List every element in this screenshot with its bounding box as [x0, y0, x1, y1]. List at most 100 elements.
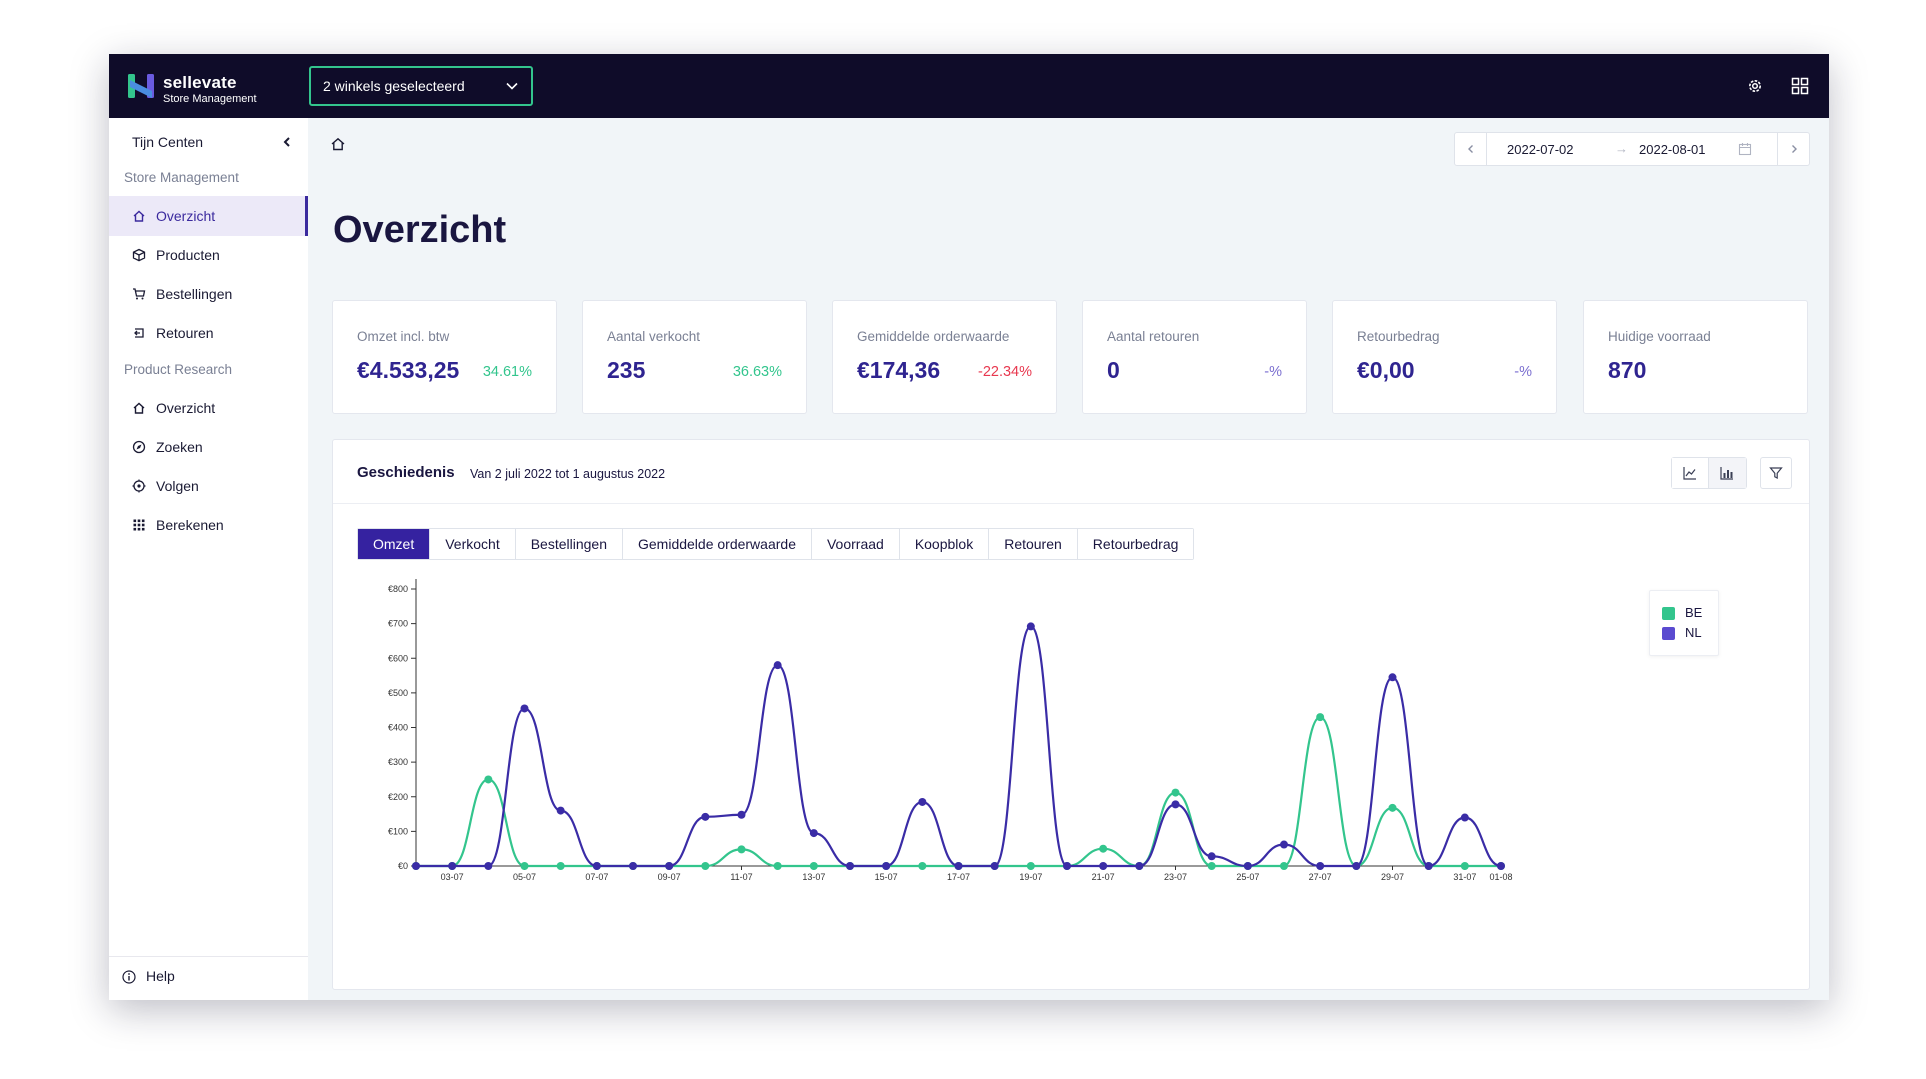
tab-voorraad[interactable]: Voorraad: [810, 529, 899, 559]
date-range-picker[interactable]: 2022-07-02 → 2022-08-01: [1454, 132, 1810, 166]
kpi-value: €174,36: [857, 357, 941, 383]
date-next-button[interactable]: [1777, 133, 1809, 165]
sidebar-divider: [109, 956, 308, 957]
x-tick-label: 07-07: [585, 872, 608, 882]
app-window: sellevate Store Management 2 winkels ges…: [109, 54, 1829, 1000]
sidebar-item-store-overzicht[interactable]: Overzicht: [109, 196, 308, 236]
line-chart-button[interactable]: [1672, 458, 1709, 488]
filter-button[interactable]: [1760, 457, 1792, 489]
kpi-label: Huidige voorraad: [1608, 329, 1711, 344]
sidebar-item-research-overzicht[interactable]: Overzicht: [109, 388, 308, 428]
target-icon: [132, 479, 146, 493]
x-tick-label: 13-07: [802, 872, 825, 882]
data-point-be: [520, 862, 529, 870]
compass-icon: [132, 440, 146, 454]
data-point-be: [701, 862, 710, 870]
x-tick-label: 05-07: [513, 872, 536, 882]
gear-icon[interactable]: [1745, 76, 1765, 96]
tab-koopblok[interactable]: Koopblok: [898, 529, 989, 559]
date-arrow-icon: →: [1615, 141, 1628, 156]
calendar-icon[interactable]: [1738, 142, 1752, 156]
history-title: Geschiedenis: [357, 464, 455, 481]
kpi-delta: -%: [1264, 364, 1282, 380]
data-point-be: [556, 862, 565, 870]
y-tick-label: €400: [388, 723, 408, 733]
sidebar-item-zoeken[interactable]: Zoeken: [109, 427, 308, 467]
sidebar-item-volgen[interactable]: Volgen: [109, 466, 308, 506]
tab-gemiddelde-orderwaarde[interactable]: Gemiddelde orderwaarde: [622, 529, 811, 559]
kpi-card-retourbedrag: Retourbedrag €0,00 -%: [1332, 300, 1557, 414]
data-point-be: [1460, 862, 1469, 870]
kpi-delta: -%: [1514, 364, 1532, 380]
date-end[interactable]: 2022-08-01: [1639, 142, 1706, 157]
data-point-nl: [918, 797, 927, 806]
bar-chart-button[interactable]: [1709, 458, 1746, 488]
tab-bestellingen[interactable]: Bestellingen: [514, 529, 622, 559]
kpi-value: 0: [1107, 357, 1120, 383]
sidebar-item-retouren[interactable]: Retouren: [109, 313, 308, 353]
data-point-be: [918, 862, 927, 870]
data-point-nl: [954, 862, 963, 870]
kpi-value: €0,00: [1357, 357, 1415, 383]
history-line-chart: €0 €100 €200 €300 €400 €500 €600 €700 €800 03-07 0…: [388, 579, 1513, 882]
chevron-left-icon[interactable]: [281, 136, 293, 148]
sidebar-item-label: Bestellingen: [156, 286, 233, 302]
x-tick-label: 21-07: [1092, 872, 1115, 882]
x-tick-label: 23-07: [1164, 872, 1187, 882]
section-product-research: Product Research: [124, 362, 233, 377]
data-point-nl: [990, 862, 999, 870]
chart-legend: BE NL: [1649, 590, 1719, 656]
line-chart-icon: [1683, 467, 1696, 480]
kpi-label: Aantal retouren: [1107, 329, 1200, 344]
store-selector[interactable]: 2 winkels geselecteerd: [309, 66, 533, 106]
history-range: Van 2 juli 2022 tot 1 augustus 2022: [470, 467, 666, 481]
x-tick-label: 31-07: [1453, 872, 1476, 882]
x-tick-label: 17-07: [947, 872, 970, 882]
metric-tabs: Omzet Verkocht Bestellingen Gemiddelde o…: [357, 528, 1195, 560]
bar-chart-icon: [1720, 467, 1733, 480]
data-point-nl: [1316, 862, 1325, 870]
kpi-label: Omzet incl. btw: [357, 329, 450, 344]
legend-label: NL: [1685, 625, 1702, 640]
chart-view-toggle: [1671, 457, 1747, 489]
y-tick-label: €300: [388, 757, 408, 767]
data-point-nl: [737, 810, 746, 819]
tab-retouren[interactable]: Retouren: [988, 529, 1077, 559]
page-title: Overzicht: [333, 209, 507, 251]
x-tick-label: 25-07: [1236, 872, 1259, 882]
sidebar-item-label: Volgen: [156, 478, 199, 494]
x-tick-label: 19-07: [1019, 872, 1042, 882]
user-name[interactable]: Tijn Centen: [132, 134, 204, 150]
sidebar-item-bestellingen[interactable]: Bestellingen: [109, 274, 308, 314]
tab-omzet[interactable]: Omzet: [358, 529, 430, 559]
sidebar-item-label: Overzicht: [156, 208, 216, 224]
sellevate-logo[interactable]: [127, 71, 155, 101]
kpi-value: 235: [607, 357, 646, 383]
kpi-value: 870: [1608, 357, 1647, 383]
data-point-be: [1316, 713, 1325, 722]
x-tick-label: 01-08: [1489, 872, 1512, 882]
y-tick-label: €0: [398, 861, 408, 871]
sidebar-item-label: Retouren: [156, 325, 214, 341]
data-point-be: [1099, 844, 1108, 853]
y-tick-label: €800: [388, 584, 408, 594]
x-tick-label: 09-07: [658, 872, 681, 882]
kpi-label: Retourbedrag: [1357, 329, 1440, 344]
date-start[interactable]: 2022-07-02: [1507, 142, 1574, 157]
breadcrumb-home-icon[interactable]: [330, 136, 346, 152]
data-point-nl: [629, 862, 637, 870]
return-icon: [134, 328, 144, 338]
date-prev-button[interactable]: [1455, 133, 1487, 165]
apps-grid-icon[interactable]: [1790, 76, 1810, 96]
section-store-management: Store Management: [124, 170, 239, 185]
tab-retourbedrag[interactable]: Retourbedrag: [1076, 529, 1194, 559]
chevron-left-icon: [1467, 145, 1473, 153]
kpi-delta: 36.63%: [732, 364, 782, 380]
sidebar-item-producten[interactable]: Producten: [109, 235, 308, 275]
tab-verkocht[interactable]: Verkocht: [429, 529, 515, 559]
legend-swatch-nl: [1662, 627, 1675, 640]
kpi-card-omzet: Omzet incl. btw €4.533,25 34.61%: [332, 300, 557, 414]
data-point-be: [737, 845, 746, 854]
sidebar-item-berekenen[interactable]: Berekenen: [109, 505, 308, 545]
y-tick-label: €700: [388, 619, 408, 629]
